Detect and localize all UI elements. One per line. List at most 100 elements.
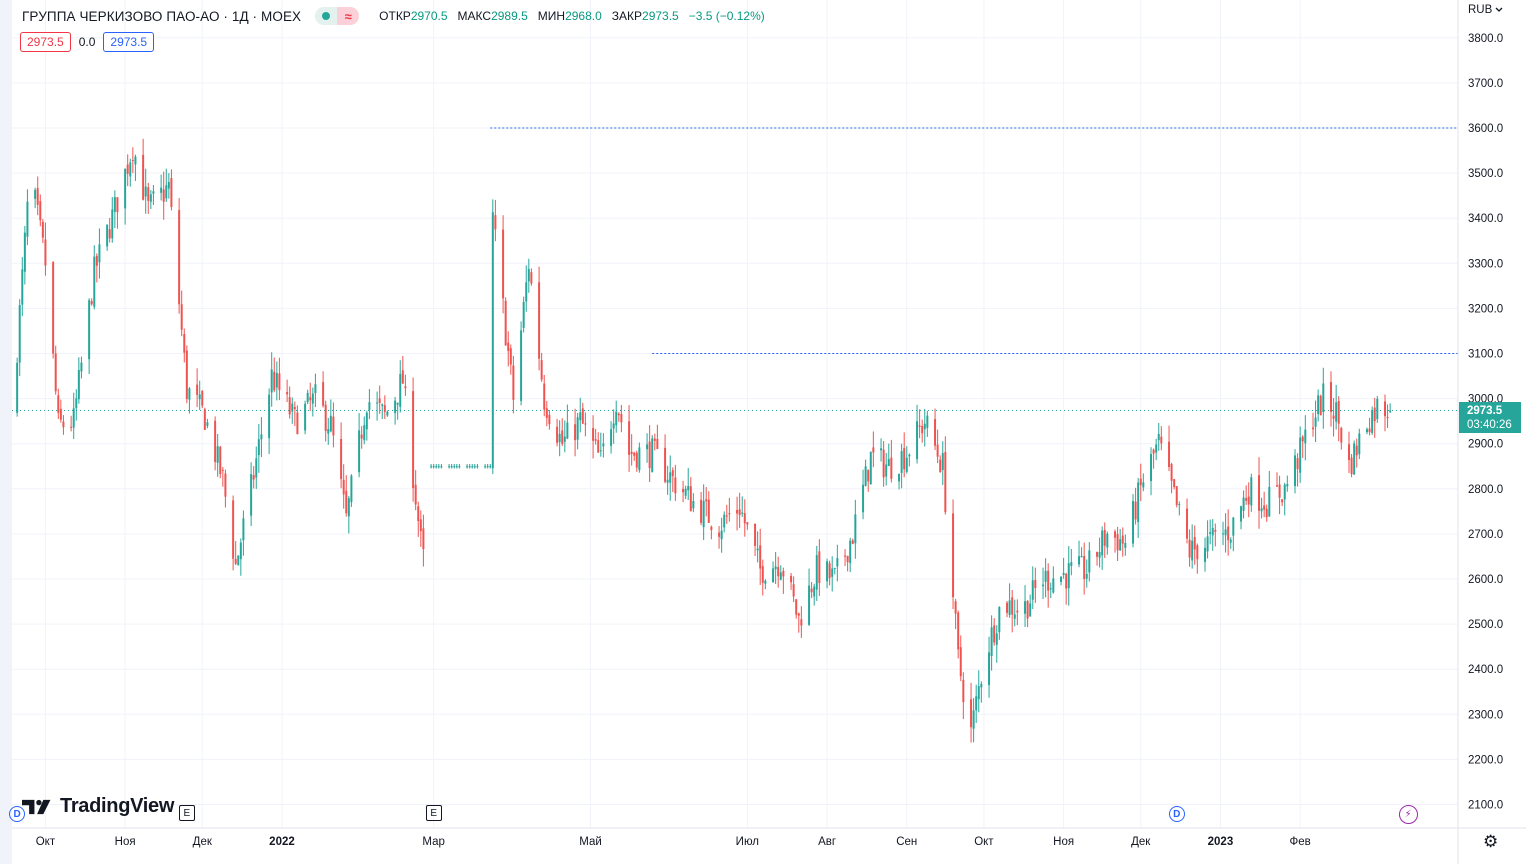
- candle-body: [1088, 550, 1091, 573]
- candle-up: [615, 400, 618, 433]
- sell-price-button[interactable]: 2973.5: [20, 32, 71, 52]
- candle-body: [345, 490, 348, 514]
- candle-down: [1348, 431, 1351, 473]
- candle-body: [36, 188, 39, 205]
- candle-up: [869, 451, 872, 485]
- market-status-pill[interactable]: ≈: [315, 7, 360, 25]
- candle-body: [250, 474, 253, 516]
- candle-up: [314, 373, 317, 408]
- candle-body: [1247, 496, 1250, 505]
- candle-up: [1031, 566, 1034, 609]
- candle-body: [638, 447, 641, 471]
- candle-up: [864, 459, 867, 487]
- candle-down: [1011, 589, 1014, 633]
- candle-body: [790, 575, 793, 583]
- symbol-title[interactable]: ГРУППА ЧЕРКИЗОВО ПАО-АО · 1Д · MOEX: [22, 8, 302, 24]
- price-tick-label: 2400.0: [1468, 664, 1503, 676]
- candle-up: [975, 684, 978, 723]
- candle-down: [818, 539, 821, 597]
- market-open-icon[interactable]: [315, 7, 338, 25]
- candle-up: [1232, 517, 1235, 552]
- candle-up: [692, 493, 695, 513]
- candle-body: [198, 394, 201, 400]
- candle-down: [1245, 485, 1248, 505]
- candle-body: [206, 422, 209, 426]
- candle-body: [1214, 529, 1217, 532]
- candle-up: [831, 556, 834, 592]
- candle-body: [720, 530, 723, 540]
- candle-up: [363, 416, 366, 445]
- candle-up: [527, 258, 530, 293]
- tradingview-logo[interactable]: TradingView: [22, 795, 174, 818]
- candle-up: [741, 496, 744, 518]
- candle-down: [918, 409, 921, 439]
- candle-body: [1193, 536, 1196, 550]
- dividend-marker[interactable]: D: [9, 806, 26, 822]
- candle-body: [993, 625, 996, 643]
- candle-body: [990, 627, 993, 656]
- candle-body: [340, 438, 343, 480]
- candle-down: [795, 599, 798, 619]
- candle-body: [275, 372, 278, 388]
- currency-selector[interactable]: RUB: [1468, 4, 1503, 16]
- candle-up: [376, 391, 379, 421]
- time-axis[interactable]: Окт Ноя Дек 2022 Мар Май Июл Авг Сен Окт Ноя Дек 202…: [0, 827, 1526, 848]
- candle-body: [779, 572, 782, 580]
- horizontal-levels[interactable]: [12, 127, 1458, 412]
- candle-body: [327, 429, 330, 434]
- candle-down: [710, 525, 713, 540]
- earnings-marker[interactable]: E: [425, 805, 442, 821]
- candle-body: [887, 459, 890, 466]
- dividend-marker[interactable]: D: [1168, 806, 1185, 822]
- candle-up: [1119, 529, 1122, 551]
- candle-body: [95, 255, 98, 266]
- candle-body: [1299, 437, 1302, 473]
- candle-body: [545, 408, 548, 418]
- candle-body: [165, 185, 168, 199]
- candle-up: [977, 670, 980, 713]
- candle-body: [664, 447, 667, 482]
- candle-body: [905, 457, 908, 472]
- candle-up: [638, 442, 641, 473]
- candle-body: [255, 458, 258, 478]
- candle-down: [345, 475, 348, 517]
- candle-body: [129, 162, 132, 177]
- candle-down: [1175, 486, 1178, 508]
- candle-up: [1142, 473, 1145, 492]
- candle-up: [432, 463, 435, 469]
- candle-body: [509, 348, 512, 365]
- candle-up: [98, 228, 101, 279]
- candle-down: [1168, 425, 1171, 472]
- candle-down: [1258, 457, 1261, 529]
- left-scrollbar[interactable]: [0, 0, 12, 864]
- candle-body: [633, 452, 636, 456]
- earnings-marker[interactable]: E: [178, 805, 195, 821]
- candle-up: [1286, 475, 1289, 492]
- candle-down: [278, 357, 281, 401]
- candle-body: [1265, 508, 1268, 518]
- candle-body: [1134, 501, 1137, 520]
- candle-body: [885, 464, 888, 477]
- candle-up: [651, 435, 654, 473]
- time-tick-label: Сен: [896, 836, 917, 848]
- candle-up: [381, 403, 384, 420]
- candle-down: [743, 499, 746, 537]
- lightning-icon[interactable]: ⚡: [1398, 805, 1418, 824]
- candle-down: [108, 217, 111, 243]
- candle-up: [1150, 447, 1153, 496]
- candle-up: [365, 410, 368, 441]
- candle-body: [1008, 600, 1011, 615]
- candle-up: [646, 433, 649, 463]
- candle-down: [90, 298, 93, 306]
- wave-icon[interactable]: ≈: [337, 7, 360, 25]
- chart-grid: [12, 0, 1458, 828]
- gear-icon[interactable]: ⚙: [1483, 832, 1499, 851]
- candle-down: [1319, 394, 1322, 416]
- buy-price-button[interactable]: 2973.5: [103, 32, 155, 52]
- candle-body: [70, 426, 73, 428]
- candle-up: [466, 463, 469, 469]
- candle-body: [977, 686, 980, 700]
- candle-up: [1204, 537, 1207, 572]
- candle-up: [198, 380, 201, 410]
